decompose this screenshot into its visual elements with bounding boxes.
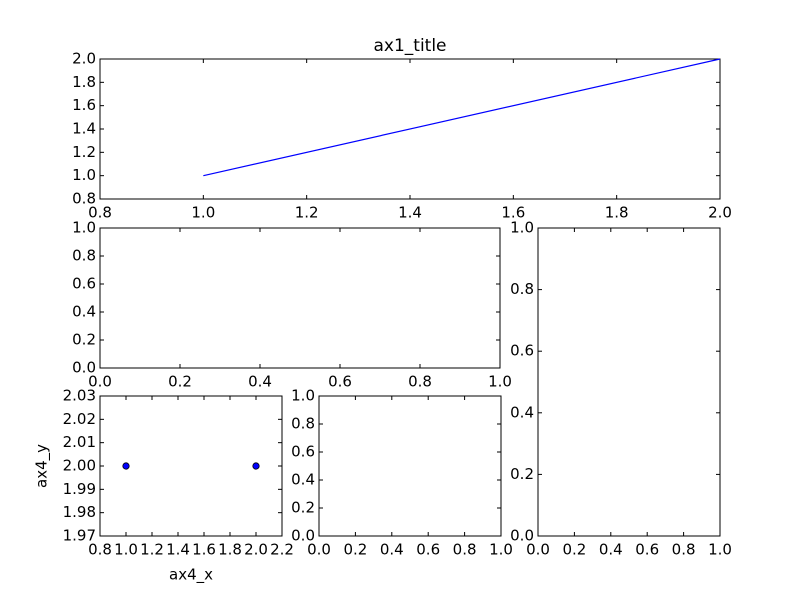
x-tick-label: 1.2 [140, 541, 164, 559]
x-tick-label: 1.8 [605, 204, 629, 222]
y-tick-label: 1.99 [63, 480, 96, 498]
point [252, 462, 260, 470]
y-tick-label: 1.98 [63, 503, 96, 521]
x-tick-label: 0.4 [599, 541, 623, 559]
y-tick-label: 0.8 [72, 190, 96, 208]
y-tick-label: 0.2 [72, 331, 96, 349]
x-tick-label: 0.4 [380, 541, 404, 559]
y-tick-label: 0.2 [510, 465, 534, 483]
x-tick-label: 0.0 [526, 541, 550, 559]
y-tick-label: 0.4 [72, 303, 96, 321]
x-tick-label: 0.8 [672, 541, 696, 559]
y-tick-label: 1.97 [63, 527, 96, 545]
axes-frame [318, 395, 502, 537]
y-tick-label: 1.0 [72, 166, 96, 184]
line [203, 58, 721, 177]
y-tick-label: 1.0 [291, 387, 315, 405]
x-tick-label: 0.8 [88, 204, 112, 222]
x-tick-label: 1.0 [708, 541, 732, 559]
y-tick-label: 0.0 [72, 359, 96, 377]
x-tick-label: 0.8 [453, 541, 477, 559]
x-tick-label: 1.8 [218, 541, 242, 559]
x-tick-label: 0.8 [88, 541, 112, 559]
y-tick-label: 1.4 [72, 120, 96, 138]
x-tick-label: 0.0 [307, 541, 331, 559]
y-tick-label: 1.6 [72, 96, 96, 114]
x-tick-label: 1.6 [501, 204, 525, 222]
point [122, 462, 130, 470]
x-tick-label: 1.6 [192, 541, 216, 559]
y-tick-label: 2.02 [63, 410, 96, 428]
x-tick-label: 1.2 [295, 204, 319, 222]
y-tick-label: 2.01 [63, 433, 96, 451]
y-tick-label: 0.2 [291, 499, 315, 517]
axes-frame [99, 395, 283, 537]
x-tick-label: 0.0 [88, 373, 112, 391]
y-tick-label: 0.6 [510, 342, 534, 360]
x-tick-label: 1.4 [166, 541, 190, 559]
y-tick-label: 0.6 [72, 275, 96, 293]
x-tick-label: 1.0 [191, 204, 215, 222]
axes-frame [537, 227, 721, 537]
axes-frame [99, 227, 501, 369]
y-tick-label: 0.4 [291, 471, 315, 489]
y-tick-label: 1.0 [72, 219, 96, 237]
x-tick-label: 2.0 [244, 541, 268, 559]
y-tick-label: 1.8 [72, 73, 96, 91]
y-tick-label: 0.0 [291, 527, 315, 545]
y-tick-label: 2.0 [72, 50, 96, 68]
y-tick-label: 0.8 [72, 247, 96, 265]
x-axis-label: ax4_x [169, 566, 213, 585]
x-tick-label: 2.0 [708, 204, 732, 222]
x-tick-label: 0.8 [408, 373, 432, 391]
y-tick-label: 0.6 [291, 443, 315, 461]
axes-title: ax1_title [373, 36, 446, 56]
y-tick-label: 0.8 [510, 280, 534, 298]
x-tick-label: 2.2 [270, 541, 294, 559]
y-tick-label: 2.00 [63, 457, 96, 475]
x-tick-label: 0.6 [416, 541, 440, 559]
y-tick-label: 0.4 [510, 403, 534, 421]
x-tick-label: 0.2 [168, 373, 192, 391]
x-tick-label: 0.6 [635, 541, 659, 559]
y-tick-label: 1.0 [510, 219, 534, 237]
y-axis-label: ax4_y [33, 444, 52, 488]
x-tick-label: 1.0 [114, 541, 138, 559]
y-tick-label: 2.03 [63, 387, 96, 405]
x-tick-label: 1.0 [488, 373, 512, 391]
x-tick-label: 0.2 [562, 541, 586, 559]
y-tick-label: 0.0 [510, 527, 534, 545]
x-tick-label: 0.6 [328, 373, 352, 391]
y-tick-label: 0.8 [291, 415, 315, 433]
x-tick-label: 0.2 [343, 541, 367, 559]
y-tick-label: 1.2 [72, 143, 96, 161]
x-tick-label: 0.4 [248, 373, 272, 391]
x-tick-label: 1.4 [398, 204, 422, 222]
x-tick-label: 1.0 [489, 541, 513, 559]
